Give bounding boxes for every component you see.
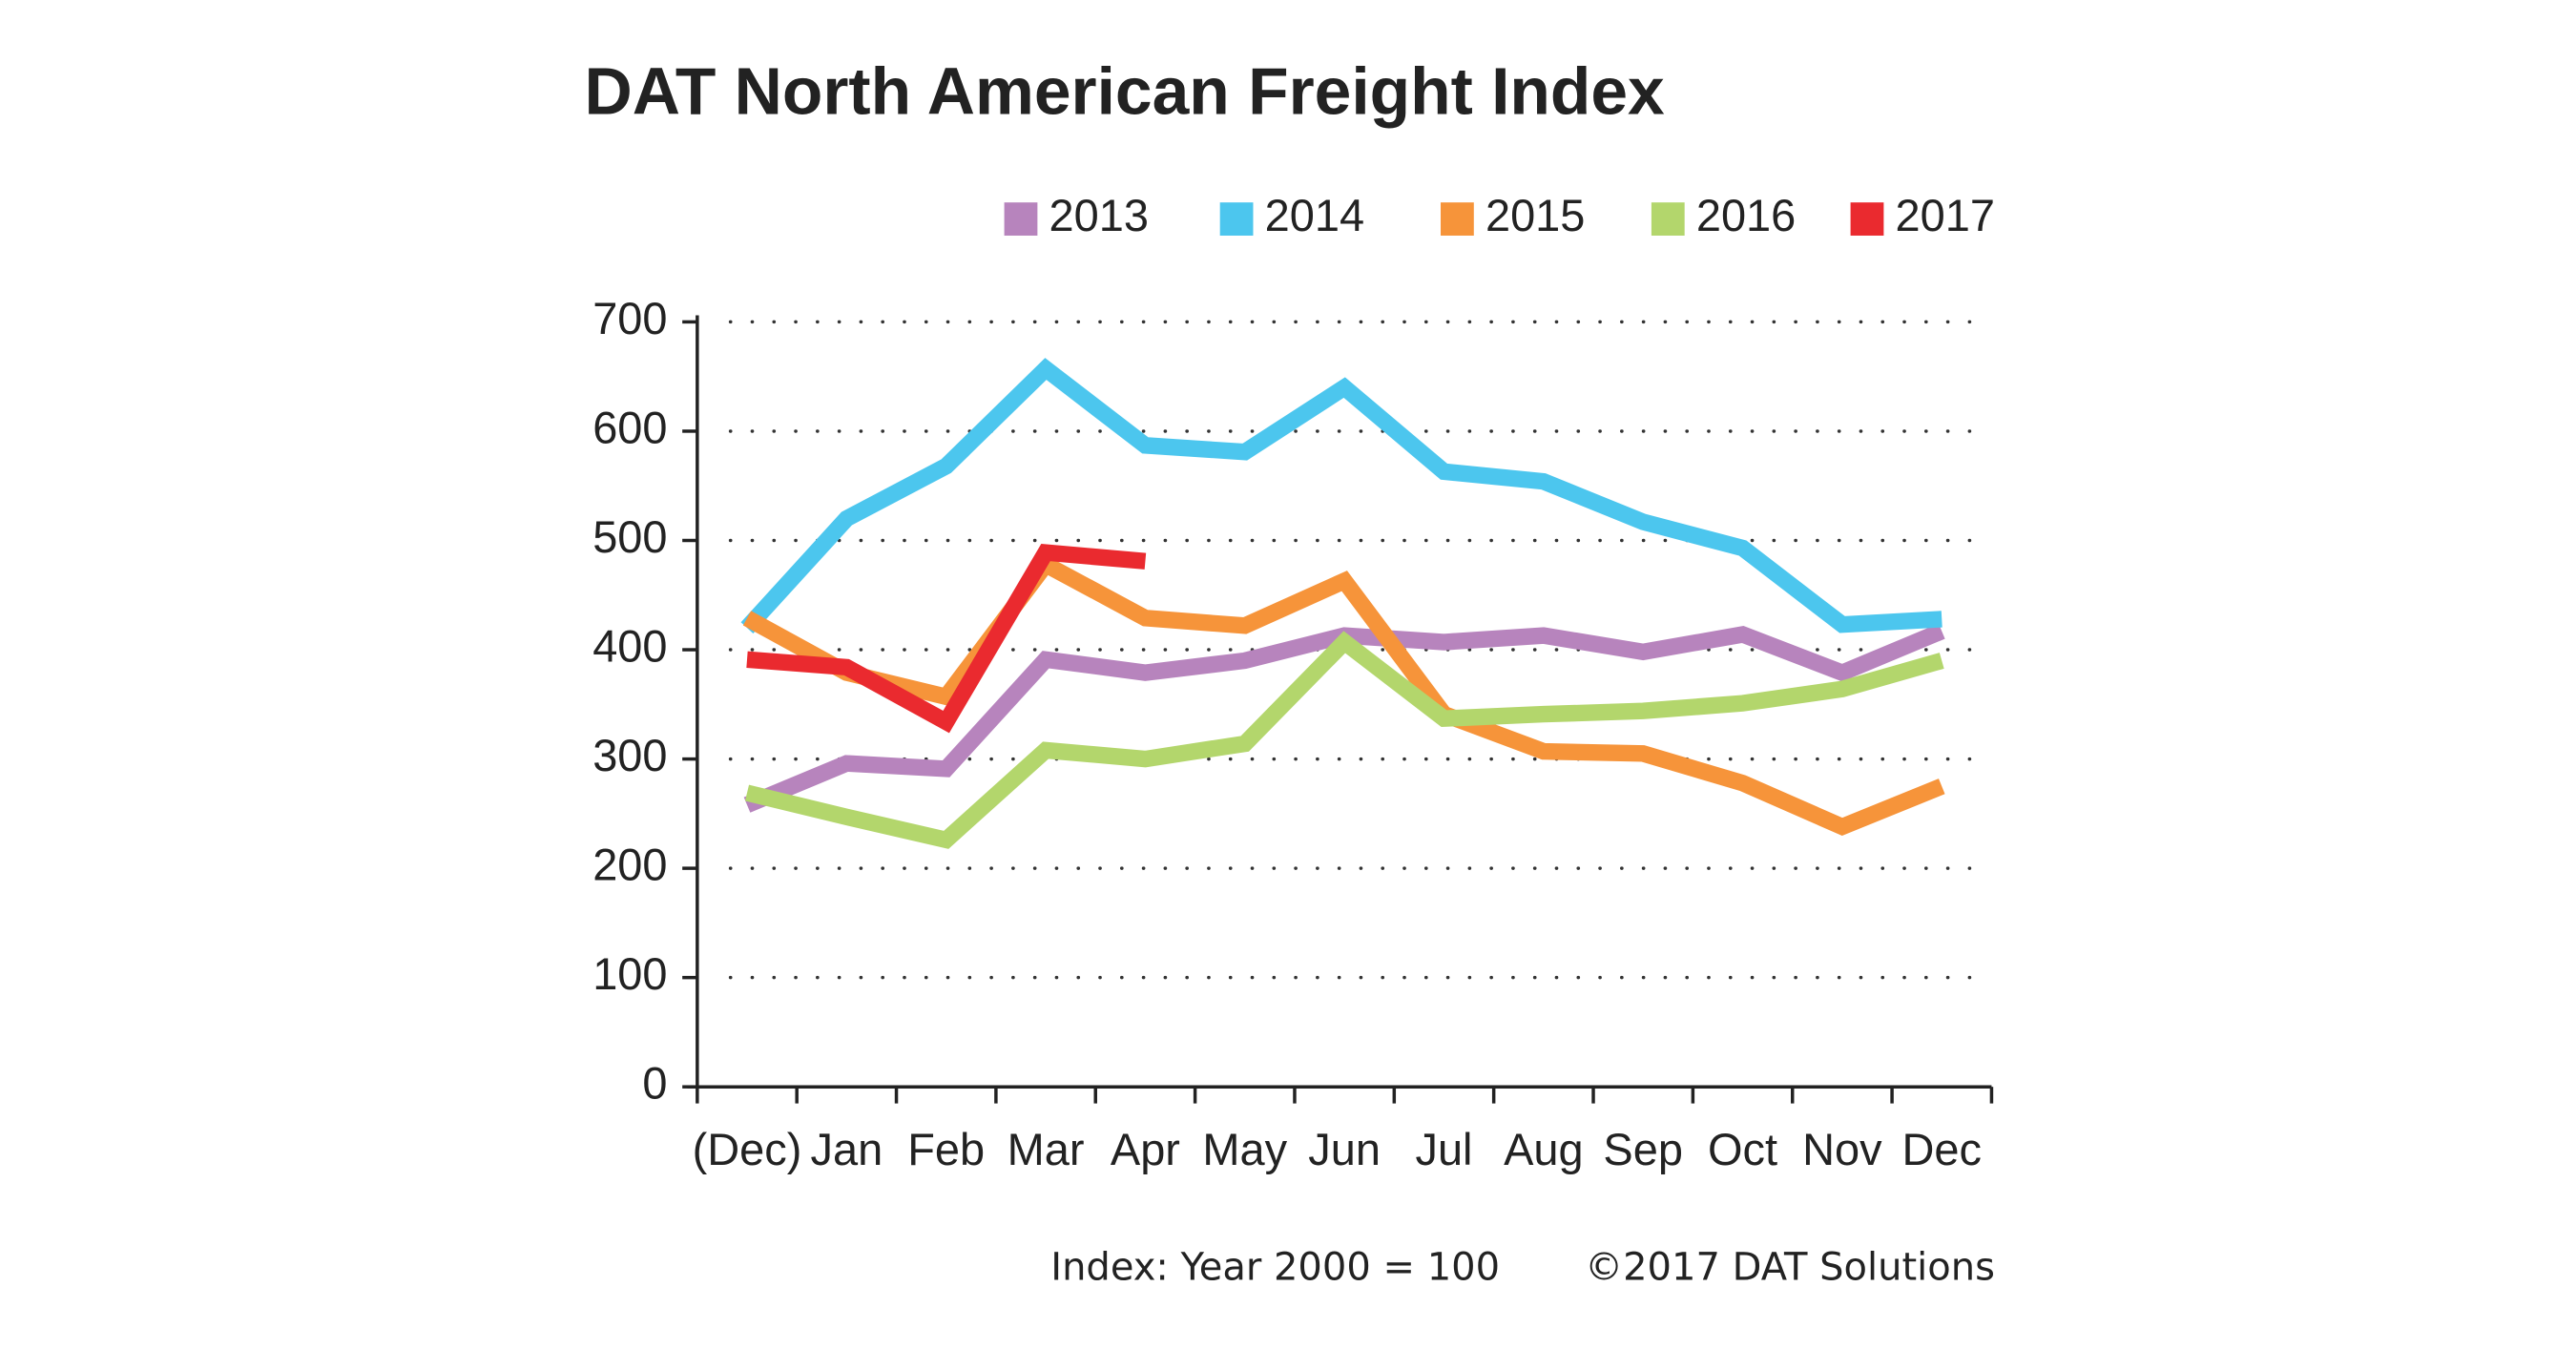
x-tick-label: Mar — [1008, 1124, 1085, 1174]
legend-label: 2014 — [1265, 190, 1364, 240]
y-tick-label: 400 — [592, 620, 667, 671]
x-tick-label: Aug — [1504, 1124, 1584, 1174]
legend-label: 2013 — [1049, 190, 1149, 240]
legend-label: 2017 — [1896, 190, 1995, 240]
y-tick-label: 300 — [592, 730, 667, 780]
x-tick-label: Jun — [1308, 1124, 1381, 1174]
series-line — [742, 553, 1945, 837]
legend-swatch — [1441, 202, 1474, 236]
x-tick-label: Feb — [907, 1124, 985, 1174]
legend-swatch — [1219, 202, 1254, 236]
x-tick-label: Oct — [1708, 1124, 1777, 1174]
y-tick-label: 0 — [642, 1058, 667, 1109]
x-tick-label: Jul — [1415, 1124, 1472, 1174]
legend-label: 2016 — [1696, 190, 1796, 240]
y-tick-label: 100 — [592, 948, 667, 999]
legend-swatch — [1651, 202, 1685, 236]
y-tick-label: 500 — [592, 511, 667, 562]
x-tick-label: (Dec) — [693, 1124, 802, 1174]
series-line — [744, 631, 1944, 849]
y-tick-label: 700 — [592, 293, 667, 343]
x-tick-label: Sep — [1603, 1124, 1683, 1174]
y-tick-label: 200 — [592, 840, 667, 890]
legend-label: 2015 — [1485, 190, 1585, 240]
note: Index: Year 2000 = 100 — [1050, 1246, 1500, 1290]
y-tick-label: 600 — [592, 402, 667, 452]
x-tick-label: Dec — [1902, 1124, 1982, 1174]
x-tick-label: May — [1202, 1124, 1287, 1174]
series-line — [746, 543, 1147, 734]
legend-swatch — [1850, 202, 1884, 236]
note: ©2017 DAT Solutions — [1585, 1246, 1995, 1290]
x-tick-label: Apr — [1111, 1124, 1180, 1174]
series-line — [740, 358, 1942, 633]
x-tick-label: Jan — [811, 1124, 883, 1174]
x-tick-label: Nov — [1802, 1124, 1882, 1174]
legend-swatch — [1004, 202, 1038, 236]
chart-title: DAT North American Freight Index — [585, 53, 1665, 128]
